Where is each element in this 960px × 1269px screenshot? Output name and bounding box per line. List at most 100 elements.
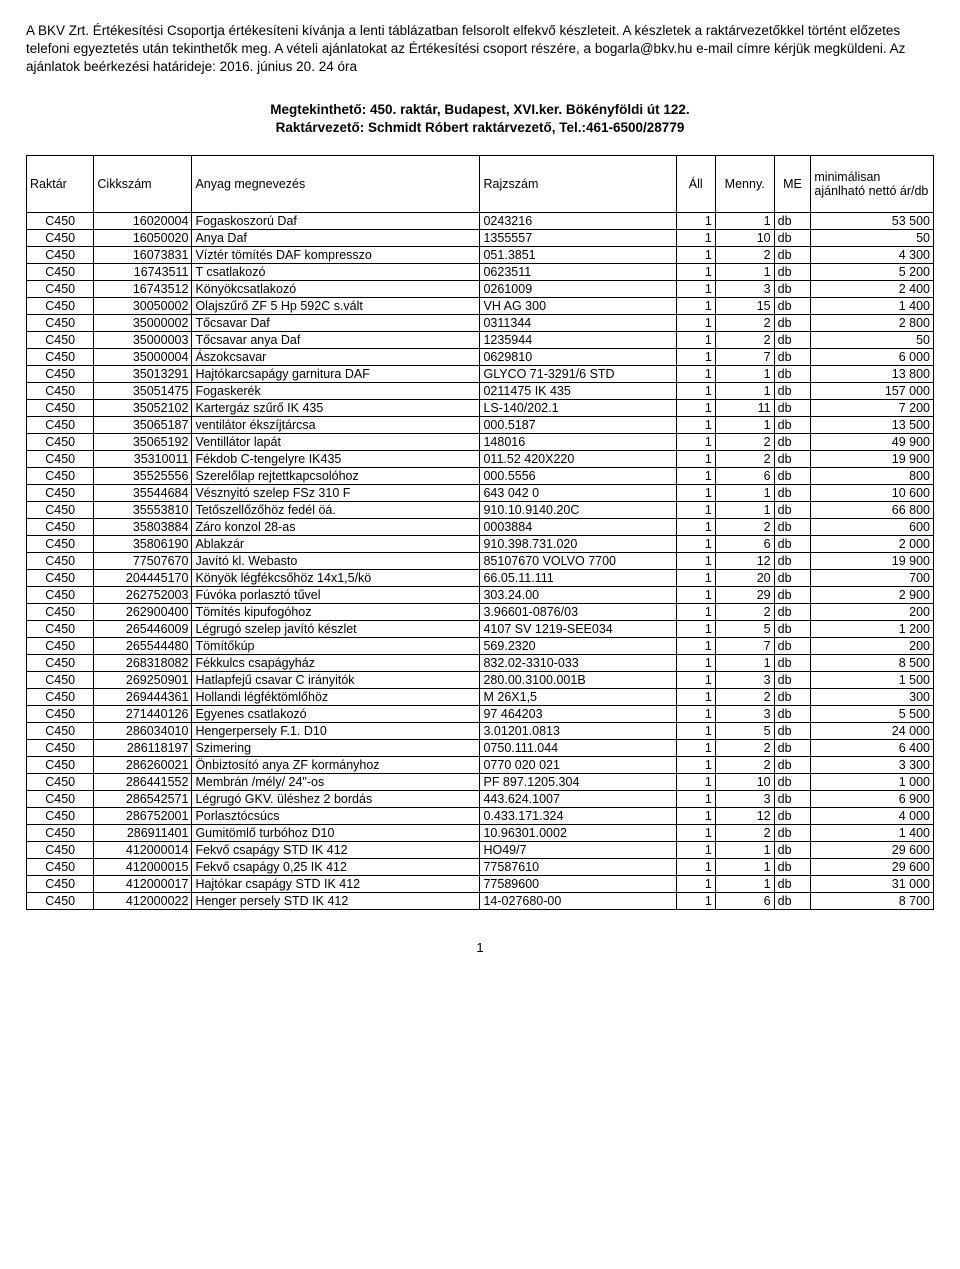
table-cell: 10.96301.0002 bbox=[480, 825, 676, 842]
table-cell: db bbox=[774, 774, 811, 791]
table-row: C45035065187ventilátor ékszíjtárcsa000.5… bbox=[27, 417, 934, 434]
table-cell: Henger persely STD IK 412 bbox=[192, 893, 480, 910]
table-cell: 1 bbox=[715, 485, 774, 502]
table-cell: 303.24.00 bbox=[480, 587, 676, 604]
table-cell: 200 bbox=[811, 638, 934, 655]
table-cell: 29 600 bbox=[811, 842, 934, 859]
col-menny: Menny. bbox=[715, 156, 774, 213]
table-row: C45035553810Tetőszellőzőhöz fedél öá.910… bbox=[27, 502, 934, 519]
table-row: C450271440126Egyenes csatlakozó97 464203… bbox=[27, 706, 934, 723]
table-cell: C450 bbox=[27, 842, 94, 859]
table-cell: 643 042 0 bbox=[480, 485, 676, 502]
table-cell: Hajtókar csapágy STD IK 412 bbox=[192, 876, 480, 893]
table-cell: 1 bbox=[676, 519, 715, 536]
table-cell: C450 bbox=[27, 825, 94, 842]
table-cell: 19 900 bbox=[811, 451, 934, 468]
table-cell: 832.02-3310-033 bbox=[480, 655, 676, 672]
table-cell: db bbox=[774, 264, 811, 281]
table-cell: 15 bbox=[715, 298, 774, 315]
table-cell: Olajszűrő ZF 5 Hp 592C s.vált bbox=[192, 298, 480, 315]
table-cell: 286542571 bbox=[94, 791, 192, 808]
table-cell: Ászokcsavar bbox=[192, 349, 480, 366]
table-cell: Tetőszellőzőhöz fedél öá. bbox=[192, 502, 480, 519]
table-cell: db bbox=[774, 876, 811, 893]
table-cell: db bbox=[774, 706, 811, 723]
table-cell: 2 bbox=[715, 825, 774, 842]
table-cell: GLYCO 71-3291/6 STD bbox=[480, 366, 676, 383]
table-cell: C450 bbox=[27, 672, 94, 689]
table-cell: VH AG 300 bbox=[480, 298, 676, 315]
table-cell: 000.5187 bbox=[480, 417, 676, 434]
table-cell: C450 bbox=[27, 349, 94, 366]
table-cell: db bbox=[774, 570, 811, 587]
table-cell: 1 bbox=[676, 213, 715, 230]
table-cell: 35525556 bbox=[94, 468, 192, 485]
table-cell: db bbox=[774, 451, 811, 468]
table-cell: 2 bbox=[715, 332, 774, 349]
table-cell: 35000004 bbox=[94, 349, 192, 366]
table-row: C450268318082Fékkulcs csapágyház832.02-3… bbox=[27, 655, 934, 672]
table-row: C450204445170Könyök légfékcsőhöz 14x1,5/… bbox=[27, 570, 934, 587]
table-cell: 0243216 bbox=[480, 213, 676, 230]
table-cell: 280.00.3100.001B bbox=[480, 672, 676, 689]
table-cell: 3 300 bbox=[811, 757, 934, 774]
col-cikkszam: Cikkszám bbox=[94, 156, 192, 213]
table-cell: Fogaskerék bbox=[192, 383, 480, 400]
table-cell: Ventillátor lapát bbox=[192, 434, 480, 451]
table-cell: 1 000 bbox=[811, 774, 934, 791]
table-cell: 50 bbox=[811, 230, 934, 247]
table-cell: 1 200 bbox=[811, 621, 934, 638]
table-cell: Fogaskoszorú Daf bbox=[192, 213, 480, 230]
table-cell: Fúvóka porlasztó tűvel bbox=[192, 587, 480, 604]
table-cell: 2 bbox=[715, 451, 774, 468]
table-cell: Ablakzár bbox=[192, 536, 480, 553]
table-cell: 2 800 bbox=[811, 315, 934, 332]
table-row: C450269250901Hatlapfejű csavar C irányit… bbox=[27, 672, 934, 689]
table-row: C45016073831Víztér tömítés DAF kompressz… bbox=[27, 247, 934, 264]
table-cell: 6 000 bbox=[811, 349, 934, 366]
table-cell: 35553810 bbox=[94, 502, 192, 519]
table-cell: 600 bbox=[811, 519, 934, 536]
table-cell: 271440126 bbox=[94, 706, 192, 723]
table-row: C450262900400Tömítés kipufogóhoz3.96601-… bbox=[27, 604, 934, 621]
table-cell: C450 bbox=[27, 587, 94, 604]
table-row: C45035000003Tőcsavar anya Daf123594412db… bbox=[27, 332, 934, 349]
heading-block: Megtekinthető: 450. raktár, Budapest, XV… bbox=[26, 101, 934, 137]
table-cell: C450 bbox=[27, 740, 94, 757]
table-row: C450286260021Önbiztosító anya ZF kormány… bbox=[27, 757, 934, 774]
table-cell: 6 bbox=[715, 893, 774, 910]
table-cell: 5 bbox=[715, 723, 774, 740]
col-anyag: Anyag megnevezés bbox=[192, 156, 480, 213]
table-row: C45035000002Tőcsavar Daf031134412db2 800 bbox=[27, 315, 934, 332]
table-cell: 1 bbox=[676, 434, 715, 451]
table-cell: 35000003 bbox=[94, 332, 192, 349]
table-cell: 35052102 bbox=[94, 400, 192, 417]
table-cell: 0.433.171.324 bbox=[480, 808, 676, 825]
table-cell: db bbox=[774, 604, 811, 621]
table-row: C450286034010Hengerpersely F.1. D103.012… bbox=[27, 723, 934, 740]
table-cell: C450 bbox=[27, 604, 94, 621]
table-cell: 1 bbox=[676, 859, 715, 876]
table-cell: 1 bbox=[676, 723, 715, 740]
table-cell: 35065187 bbox=[94, 417, 192, 434]
table-cell: Membrán /mély/ 24"-os bbox=[192, 774, 480, 791]
col-ar: minimálisan ajánlható nettó ár/db bbox=[811, 156, 934, 213]
table-cell: 5 bbox=[715, 621, 774, 638]
table-cell: 53 500 bbox=[811, 213, 934, 230]
table-row: C45035544684Vésznyitó szelep FSz 310 F64… bbox=[27, 485, 934, 502]
table-cell: 1 bbox=[676, 315, 715, 332]
table-cell: db bbox=[774, 366, 811, 383]
table-cell: 0629810 bbox=[480, 349, 676, 366]
table-cell: Fekvő csapágy STD IK 412 bbox=[192, 842, 480, 859]
table-cell: 1 bbox=[676, 247, 715, 264]
table-cell: 1 bbox=[715, 417, 774, 434]
table-cell: 051.3851 bbox=[480, 247, 676, 264]
table-cell: 1 bbox=[715, 876, 774, 893]
table-cell: 35544684 bbox=[94, 485, 192, 502]
table-cell: 3 bbox=[715, 672, 774, 689]
table-cell: 1 bbox=[715, 502, 774, 519]
table-row: C45035052102Kartergáz szűrő IK 435LS-140… bbox=[27, 400, 934, 417]
table-cell: 262752003 bbox=[94, 587, 192, 604]
table-cell: db bbox=[774, 383, 811, 400]
table-cell: C450 bbox=[27, 485, 94, 502]
